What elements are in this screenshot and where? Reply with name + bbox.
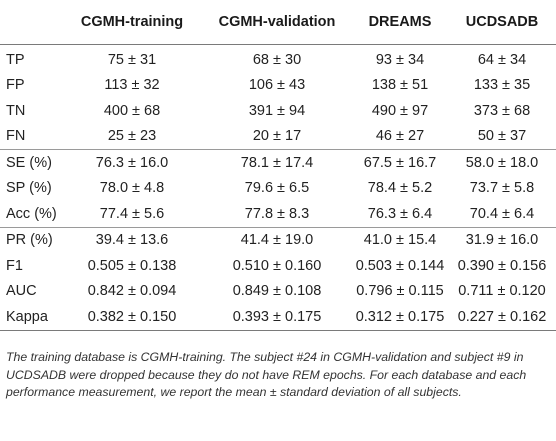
table-cell: 0.227 ± 0.162 xyxy=(448,304,556,331)
table-row-pr: PR (%) 39.4 ± 13.6 41.4 ± 19.0 41.0 ± 15… xyxy=(0,226,556,253)
table-cell: 64 ± 34 xyxy=(477,51,527,68)
table-cell: 41.4 ± 19.0 xyxy=(202,226,352,253)
table-row-fn: FN 25 ± 23 20 ± 17 46 ± 27 50 ± 37 xyxy=(0,124,556,150)
table-cell: 0.503 ± 0.144 xyxy=(355,257,445,274)
header-cell-blank xyxy=(0,0,62,45)
table-row-se: SE (%) 76.3 ± 16.0 78.1 ± 17.4 67.5 ± 16… xyxy=(0,149,556,176)
table-cell: 68 ± 30 xyxy=(252,51,302,68)
table-cell: 0.382 ± 0.150 xyxy=(62,304,202,331)
table-cell: 77.8 ± 8.3 xyxy=(244,205,310,222)
table-row-f1: F1 0.505 ± 0.138 0.510 ± 0.160 0.503 ± 0… xyxy=(0,253,556,279)
row-label: TP xyxy=(6,51,25,68)
table-cell: 0.390 ± 0.156 xyxy=(457,257,547,274)
table-cell: 46 ± 27 xyxy=(375,128,425,145)
table-cell: 0.505 ± 0.138 xyxy=(87,257,177,274)
table-cell: 373 ± 68 xyxy=(473,102,531,119)
header-cgmh-training: CGMH-training xyxy=(62,0,202,45)
row-label: SE (%) xyxy=(0,149,62,176)
table-row-acc: Acc (%) 77.4 ± 5.6 77.8 ± 8.3 76.3 ± 6.4… xyxy=(0,201,556,227)
table-cell: 78.0 ± 4.8 xyxy=(99,180,165,197)
table-cell: 93 ± 34 xyxy=(375,51,425,68)
results-table: CGMH-training CGMH-validation DREAMS UCD… xyxy=(0,0,556,331)
table-cell: 70.4 ± 6.4 xyxy=(469,205,535,222)
table-row-fp: FP 113 ± 32 106 ± 43 138 ± 51 133 ± 35 xyxy=(0,73,556,99)
table-row-tn: TN 400 ± 68 391 ± 94 490 ± 97 373 ± 68 xyxy=(0,98,556,124)
table-cell: 106 ± 43 xyxy=(248,77,306,94)
row-label: FN xyxy=(6,128,26,145)
row-label: PR (%) xyxy=(0,226,62,253)
row-label: Acc (%) xyxy=(6,205,57,222)
table-cell: 0.711 ± 0.120 xyxy=(458,283,546,300)
table-row-auc: AUC 0.842 ± 0.094 0.849 ± 0.108 0.796 ± … xyxy=(0,279,556,305)
header-cgmh-validation: CGMH-validation xyxy=(202,0,352,45)
row-label: FP xyxy=(6,77,25,94)
table-cell: 76.3 ± 6.4 xyxy=(367,205,433,222)
table-cell: 78.4 ± 5.2 xyxy=(367,180,433,197)
table-footnote: The training database is CGMH-training. … xyxy=(6,350,527,399)
table-cell: 58.0 ± 18.0 xyxy=(448,149,556,176)
table-cell: 79.6 ± 6.5 xyxy=(244,180,310,197)
row-label: Kappa xyxy=(0,304,62,331)
table-cell: 39.4 ± 13.6 xyxy=(62,226,202,253)
row-label: F1 xyxy=(6,257,23,274)
table-cell: 133 ± 35 xyxy=(473,77,531,94)
table-cell: 25 ± 23 xyxy=(107,128,157,145)
table-cell: 490 ± 97 xyxy=(371,102,429,119)
table-row-sp: SP (%) 78.0 ± 4.8 79.6 ± 6.5 78.4 ± 5.2 … xyxy=(0,176,556,202)
table-cell: 75 ± 31 xyxy=(107,51,157,68)
table-cell: 77.4 ± 5.6 xyxy=(99,205,165,222)
table-cell: 67.5 ± 16.7 xyxy=(352,149,448,176)
table-cell: 0.393 ± 0.175 xyxy=(202,304,352,331)
table-cell: 138 ± 51 xyxy=(371,77,429,94)
table-cell: 0.510 ± 0.160 xyxy=(232,257,322,274)
table-cell: 78.1 ± 17.4 xyxy=(202,149,352,176)
row-label: AUC xyxy=(6,283,37,300)
table-cell: 0.842 ± 0.094 xyxy=(87,283,177,300)
table-cell: 31.9 ± 16.0 xyxy=(448,226,556,253)
table-cell: 113 ± 32 xyxy=(104,77,160,94)
header-ucdsadb: UCDSADB xyxy=(448,0,556,45)
row-label: SP (%) xyxy=(6,180,52,197)
table-cell: 0.312 ± 0.175 xyxy=(352,304,448,331)
table-cell: 73.7 ± 5.8 xyxy=(469,180,535,197)
header-dreams: DREAMS xyxy=(352,0,448,45)
table-row-kappa: Kappa 0.382 ± 0.150 0.393 ± 0.175 0.312 … xyxy=(0,304,556,331)
table-cell: 41.0 ± 15.4 xyxy=(352,226,448,253)
table-cell: 50 ± 37 xyxy=(477,128,527,145)
table-cell: 20 ± 17 xyxy=(252,128,302,145)
table-cell: 76.3 ± 16.0 xyxy=(62,149,202,176)
table-cell: 400 ± 68 xyxy=(103,102,161,119)
header-row: CGMH-training CGMH-validation DREAMS UCD… xyxy=(0,0,556,45)
table-row-tp: TP 75 ± 31 68 ± 30 93 ± 34 64 ± 34 xyxy=(0,45,556,73)
row-label: TN xyxy=(6,102,26,119)
table-cell: 0.849 ± 0.108 xyxy=(232,283,322,300)
table-cell: 0.796 ± 0.115 xyxy=(356,283,444,300)
table-cell: 391 ± 94 xyxy=(248,102,306,119)
